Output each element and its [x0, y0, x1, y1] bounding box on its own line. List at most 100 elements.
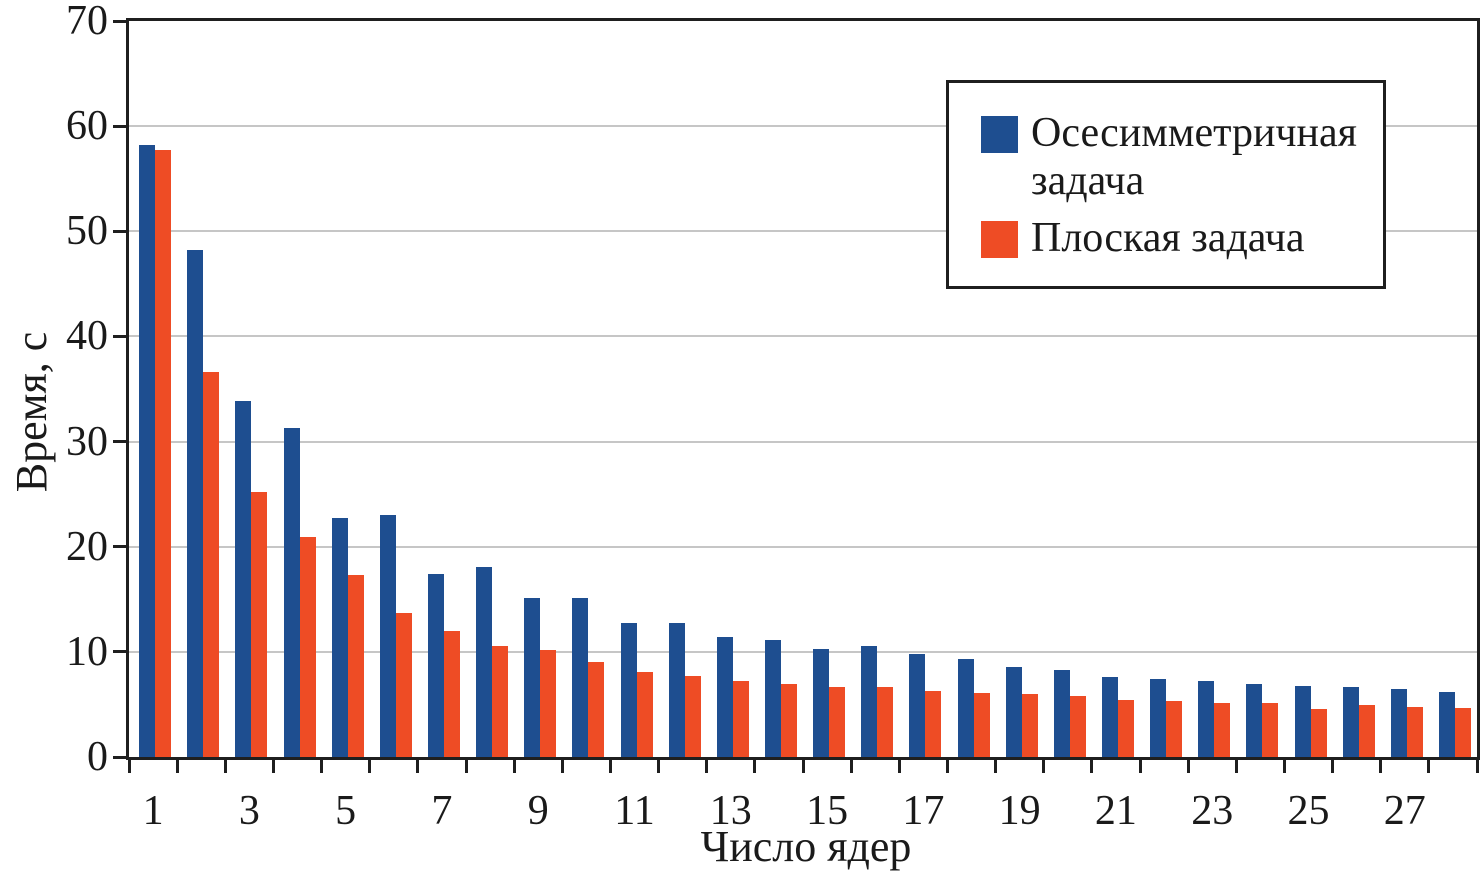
bar-axisymmetric-28 [1438, 691, 1455, 757]
x-axis-tick-1 [175, 760, 179, 773]
x-axis-tick-3 [271, 760, 275, 773]
x-axis-tick-2 [223, 760, 227, 773]
gridline-60 [129, 125, 1477, 128]
bar-axisymmetric-17 [909, 653, 926, 757]
x-axis-tick-label-27: 27 [1383, 788, 1426, 834]
y-axis-tick-label-0: 0 [87, 734, 108, 780]
bar-axisymmetric-9 [524, 598, 541, 757]
x-axis-tick-label-15: 15 [806, 788, 849, 834]
y-axis-tick-30 [113, 440, 126, 444]
x-axis-tick-label-1: 1 [142, 788, 164, 834]
bar-planar-11 [636, 671, 653, 757]
legend: Осесимметричная задача Плоская задача [946, 80, 1386, 289]
bar-axisymmetric-15 [813, 648, 830, 757]
x-axis-tick-9 [560, 760, 564, 773]
bar-axisymmetric-26 [1342, 686, 1359, 757]
bar-axisymmetric-4 [283, 427, 300, 757]
x-axis-tick-15 [849, 760, 853, 773]
bar-planar-19 [1021, 693, 1038, 757]
bar-axisymmetric-3 [235, 400, 252, 757]
bar-axisymmetric-13 [716, 637, 733, 757]
legend-swatch-axisymmetric [981, 116, 1018, 153]
y-axis-tick-0 [113, 755, 126, 759]
bar-planar-1 [155, 150, 172, 757]
bar-axisymmetric-5 [331, 518, 348, 757]
gridline-30 [129, 440, 1477, 443]
x-axis-tick-23 [1234, 760, 1238, 773]
x-axis-tick-24 [1282, 760, 1286, 773]
y-axis-tick-label-30: 30 [66, 418, 108, 465]
bar-axisymmetric-2 [187, 250, 204, 757]
x-axis-tick-label-5: 5 [335, 788, 357, 834]
x-axis-tick-28 [1475, 760, 1479, 773]
bar-axisymmetric-12 [668, 623, 685, 757]
x-axis-tick-label-17: 17 [902, 788, 945, 834]
bar-axisymmetric-1 [139, 145, 156, 757]
x-axis-tick-18 [994, 760, 998, 773]
bar-planar-2 [203, 372, 220, 757]
bar-planar-12 [684, 676, 701, 757]
bar-planar-15 [829, 686, 846, 757]
x-axis-tick-16 [897, 760, 901, 773]
x-axis-tick-10 [608, 760, 612, 773]
bar-planar-24 [1262, 703, 1279, 757]
x-axis-tick-label-9: 9 [527, 788, 549, 834]
bar-planar-9 [540, 649, 557, 757]
y-axis-tick-label-40: 40 [66, 313, 108, 360]
bar-axisymmetric-27 [1390, 688, 1407, 757]
gridline-20 [129, 545, 1477, 548]
bar-axisymmetric-18 [957, 659, 974, 757]
bar-axisymmetric-16 [861, 645, 878, 757]
x-axis-tick-19 [1042, 760, 1046, 773]
bar-axisymmetric-22 [1150, 679, 1167, 757]
y-axis-tick-label-60: 60 [66, 103, 108, 150]
x-axis-tick-20 [1090, 760, 1094, 773]
bar-planar-17 [925, 690, 942, 757]
y-axis-tick-60 [113, 124, 126, 128]
bar-axisymmetric-23 [1198, 681, 1215, 757]
bar-axisymmetric-6 [379, 515, 396, 757]
bar-axisymmetric-20 [1053, 669, 1070, 757]
x-axis-tick-27 [1427, 760, 1431, 773]
x-axis-tick-label-3: 3 [238, 788, 260, 834]
gridline-10 [129, 650, 1477, 653]
gridline-50 [129, 230, 1477, 233]
bar-axisymmetric-7 [427, 574, 444, 757]
x-axis-tick-17 [945, 760, 949, 773]
y-axis-tick-20 [113, 545, 126, 549]
y-axis-tick-label-50: 50 [66, 208, 108, 255]
x-axis-tick-14 [801, 760, 805, 773]
bar-planar-20 [1069, 696, 1086, 757]
bar-planar-25 [1310, 708, 1327, 757]
x-axis-tick-label-19: 19 [998, 788, 1041, 834]
legend-label-axisymmetric: Осесимметричная задача [1031, 110, 1357, 204]
x-axis-tick-12 [705, 760, 709, 773]
y-axis-tick-40 [113, 334, 126, 338]
bar-planar-3 [251, 492, 268, 757]
y-axis-tick-50 [113, 229, 126, 233]
bar-planar-16 [877, 686, 894, 757]
bar-axisymmetric-8 [476, 566, 493, 757]
legend-label-planar: Плоская задача [1031, 215, 1305, 261]
bar-axisymmetric-24 [1246, 684, 1263, 757]
x-axis-tick-22 [1186, 760, 1190, 773]
x-axis-tick-label-13: 13 [709, 788, 752, 834]
y-axis-tick-label-20: 20 [66, 523, 108, 570]
x-axis-tick-8 [512, 760, 516, 773]
x-axis-tick-label-25: 25 [1287, 788, 1330, 834]
gridline-40 [129, 335, 1477, 338]
x-axis-tick-label-11: 11 [614, 788, 655, 834]
x-axis-tick-5 [368, 760, 372, 773]
bar-planar-14 [780, 684, 797, 757]
bar-planar-5 [347, 575, 364, 757]
y-axis-tick-10 [113, 650, 126, 654]
bar-planar-28 [1454, 707, 1471, 757]
x-axis-tick-label-7: 7 [431, 788, 453, 834]
x-axis-tick-label-21: 21 [1094, 788, 1137, 834]
bar-planar-6 [395, 612, 412, 757]
bar-planar-7 [443, 630, 460, 757]
y-axis-tick-label-10: 10 [66, 628, 108, 675]
bar-planar-23 [1214, 703, 1231, 757]
bar-axisymmetric-10 [572, 598, 589, 757]
